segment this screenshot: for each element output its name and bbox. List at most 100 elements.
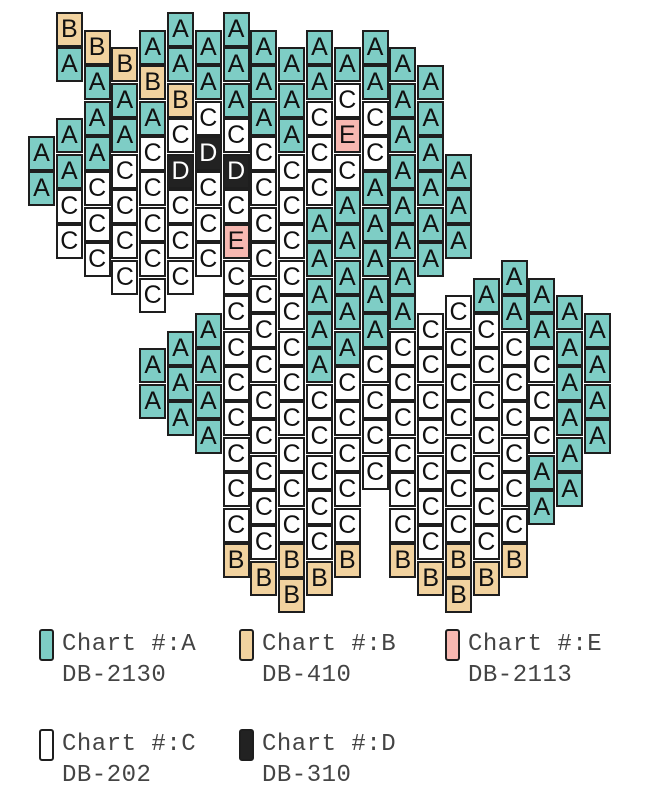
bead-a: A xyxy=(445,189,472,224)
bead-c: C xyxy=(472,525,500,561)
bead-c: C xyxy=(361,135,389,171)
bead-c: C xyxy=(222,118,250,154)
bead-a: A xyxy=(584,312,611,348)
bead-a: A xyxy=(139,100,167,136)
legend-code: DB-2113 xyxy=(468,662,573,689)
bead-a: A xyxy=(333,189,361,224)
bead-a: A xyxy=(361,312,389,348)
bead-c: C xyxy=(111,259,139,295)
bead-a: A xyxy=(389,118,417,154)
bead-c: C xyxy=(250,135,278,171)
bead-c: C xyxy=(278,507,306,543)
bead-c: C xyxy=(194,100,222,136)
bead-c: C xyxy=(417,489,445,525)
legend-label: Chart #:A xyxy=(62,631,197,658)
bead-a: A xyxy=(139,29,167,65)
bead-c: C xyxy=(500,366,528,401)
bead-a: A xyxy=(528,312,556,348)
legend-label: Chart #:B xyxy=(262,631,397,658)
bead-c: C xyxy=(306,419,333,455)
bead-a: A xyxy=(306,65,333,101)
swatch-b xyxy=(239,629,254,661)
bead-c: C xyxy=(306,100,333,136)
bead-a: A xyxy=(278,118,306,154)
bead-c: C xyxy=(222,259,250,295)
bead-c: C xyxy=(500,436,528,472)
bead-a: A xyxy=(417,135,445,171)
bead-a: A xyxy=(556,472,584,508)
bead-c: C xyxy=(472,489,500,525)
bead-a: A xyxy=(500,259,528,295)
bead-c: C xyxy=(278,330,306,366)
bead-a: A xyxy=(333,47,361,83)
bead-c: C xyxy=(278,224,306,260)
bead-c: C xyxy=(250,525,278,561)
bead-a: A xyxy=(83,100,111,136)
bead-c: C xyxy=(222,401,250,437)
bead-a: A xyxy=(194,383,222,419)
bead-a: A xyxy=(167,330,194,366)
bead-c: C xyxy=(222,295,250,331)
bead-c: C xyxy=(472,383,500,419)
bead-c: C xyxy=(83,206,111,242)
legend-label: Chart #:C xyxy=(62,731,197,758)
bead-c: C xyxy=(306,171,333,207)
bead-e: E xyxy=(222,224,250,260)
bead-c: C xyxy=(83,242,111,278)
bead-a: A xyxy=(389,47,417,83)
bead-c: C xyxy=(389,507,417,543)
bead-a: A xyxy=(250,29,278,65)
bead-c: C xyxy=(111,189,139,224)
bead-a: A xyxy=(361,171,389,207)
bead-c: C xyxy=(445,507,472,543)
bead-c: C xyxy=(528,348,556,384)
bead-c: C xyxy=(417,525,445,561)
bead-c: C xyxy=(139,242,167,278)
bead-c: C xyxy=(250,277,278,313)
bead-a: A xyxy=(306,242,333,278)
bead-b: B xyxy=(278,543,306,578)
bead-a: A xyxy=(556,401,584,437)
bead-c: C xyxy=(361,383,389,419)
legend-item-e: Chart #:E DB-2113 xyxy=(445,629,645,699)
bead-a: A xyxy=(445,224,472,260)
bead-c: C xyxy=(278,259,306,295)
bead-c: C xyxy=(500,401,528,437)
bead-c: C xyxy=(222,436,250,472)
bead-a: A xyxy=(472,277,500,313)
bead-a: A xyxy=(167,47,194,83)
bead-c: C xyxy=(361,419,389,455)
bead-a: A xyxy=(556,436,584,472)
swatch-e xyxy=(445,629,460,661)
bead-b: B xyxy=(417,560,445,596)
bead-a: A xyxy=(361,277,389,313)
legend-label: Chart #:D xyxy=(262,731,397,758)
legend-item-b: Chart #:B DB-410 xyxy=(239,629,439,699)
bead-c: C xyxy=(278,401,306,437)
bead-c: C xyxy=(472,454,500,490)
bead-a: A xyxy=(333,224,361,260)
bead-c: C xyxy=(222,507,250,543)
bead-a: A xyxy=(361,206,389,242)
bead-a: A xyxy=(417,65,445,101)
bead-c: C xyxy=(389,401,417,437)
bead-c: C xyxy=(333,153,361,189)
bead-b: B xyxy=(111,47,139,83)
bead-a: A xyxy=(417,100,445,136)
bead-b: B xyxy=(333,543,361,578)
bead-c: C xyxy=(278,366,306,401)
bead-a: A xyxy=(306,277,333,313)
legend-code: DB-202 xyxy=(62,762,152,789)
bead-a: A xyxy=(500,295,528,331)
bead-a: A xyxy=(528,489,556,525)
bead-b: B xyxy=(83,29,111,65)
bead-a: A xyxy=(306,312,333,348)
bead-a: A xyxy=(222,82,250,118)
bead-c: C xyxy=(139,277,167,313)
bead-c: C xyxy=(278,189,306,224)
bead-c: C xyxy=(445,330,472,366)
bead-c: C xyxy=(500,507,528,543)
bead-a: A xyxy=(389,82,417,118)
bead-c: C xyxy=(83,171,111,207)
